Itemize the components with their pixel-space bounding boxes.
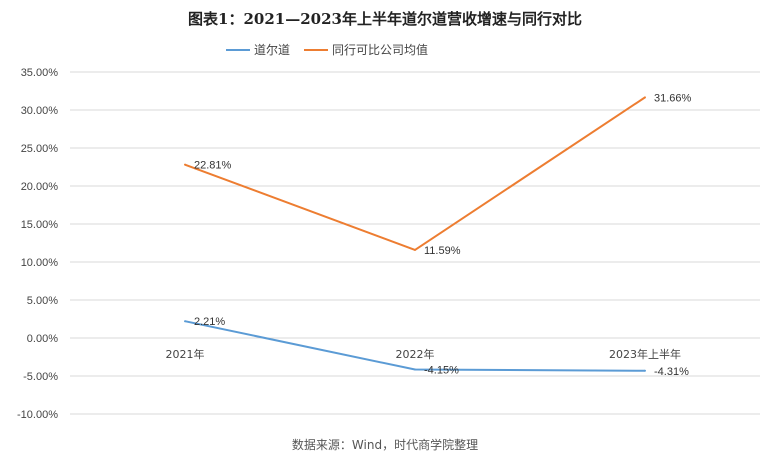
data-point (414, 248, 416, 251)
data-point (184, 320, 186, 323)
data-point (644, 96, 646, 99)
chart-title: 图表1：2021—2023年上半年道尔道营收增速与同行对比 (188, 10, 582, 28)
x-category-label: 2021年 (166, 347, 205, 361)
y-tick-label: 30.00% (21, 105, 59, 117)
y-tick-label: 20.00% (21, 181, 59, 193)
x-category-label: 2023年上半年 (609, 347, 681, 361)
chart-source: 数据来源：Wind，时代商学院整理 (291, 438, 479, 452)
data-point (644, 369, 646, 372)
x-category-label: 2022年 (396, 347, 435, 361)
data-point (184, 163, 186, 166)
data-label: 22.81% (194, 160, 232, 172)
y-tick-label: 5.00% (27, 295, 58, 307)
data-label: -4.15% (424, 365, 459, 377)
data-point (414, 368, 416, 371)
data-label: 2.21% (194, 316, 225, 328)
legend-label: 同行可比公司均值 (332, 42, 428, 57)
y-tick-label: 10.00% (21, 257, 59, 269)
data-label: 31.66% (654, 92, 692, 104)
y-tick-label: 0.00% (27, 333, 58, 345)
y-tick-label: 15.00% (21, 219, 59, 231)
y-tick-label: -5.00% (23, 371, 58, 383)
series-line-1 (184, 96, 646, 251)
data-label: 11.59% (424, 245, 461, 257)
series-line-0 (184, 320, 646, 372)
data-label: -4.31% (654, 366, 689, 378)
y-tick-label: -10.00% (17, 409, 58, 421)
y-tick-label: 35.00% (21, 67, 59, 79)
legend-label: 道尔道 (254, 42, 290, 57)
y-tick-label: 25.00% (21, 143, 59, 155)
